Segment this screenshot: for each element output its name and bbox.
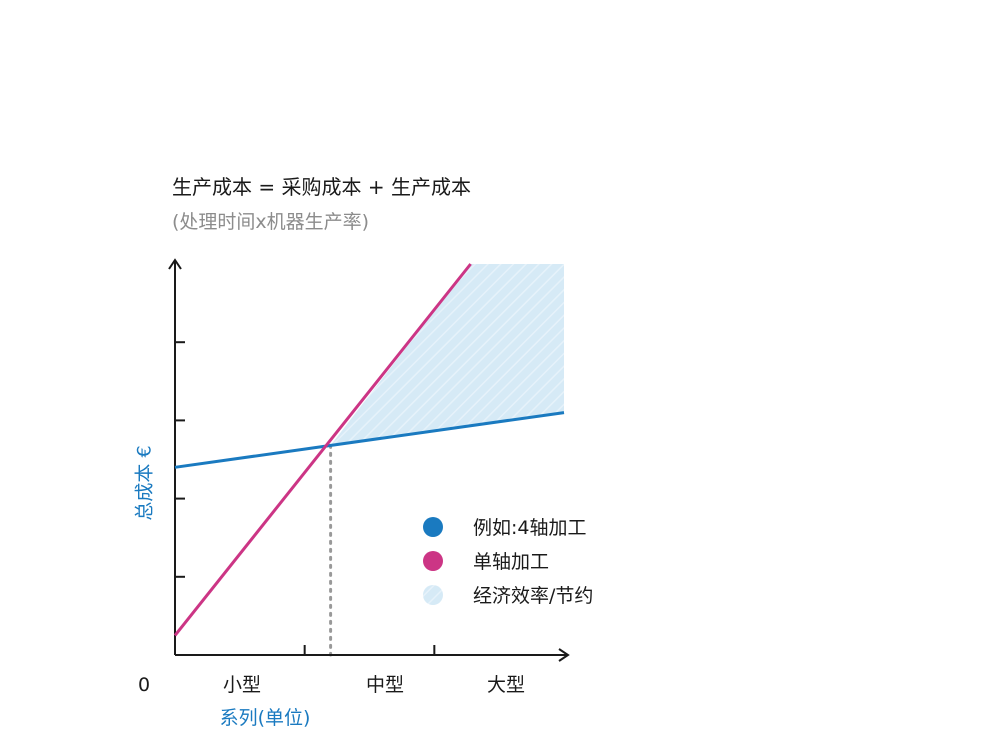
x-axis-title: 系列(单位): [220, 707, 311, 729]
chart-title: 生产成本 = 采购成本 + 生产成本: [172, 175, 471, 199]
plot-area: [168, 258, 570, 662]
legend-marker-1axis: [423, 551, 443, 571]
x-axis-arrow: [558, 648, 570, 662]
legend-label-savings: 经济效率/节约: [473, 585, 593, 607]
legend-label-1axis: 单轴加工: [473, 551, 549, 573]
savings-area: [330, 264, 564, 446]
legend: 例如:4轴加工 单轴加工 经济效率/节约: [423, 517, 593, 607]
x-tick-label-large: 大型: [487, 674, 525, 696]
legend-label-4axis: 例如:4轴加工: [473, 517, 587, 539]
x-tick-label-small: 小型: [223, 674, 261, 696]
legend-marker-savings: [423, 585, 443, 605]
series-line-1axis: [173, 263, 472, 637]
y-axis-arrow: [168, 258, 182, 270]
x-tick-label-medium: 中型: [366, 674, 404, 696]
series-line-4axis: [174, 411, 565, 469]
origin-label: 0: [138, 674, 150, 696]
y-axis-title: 总成本 €: [134, 445, 156, 520]
chart-subtitle: (处理时间x机器生产率): [172, 211, 369, 233]
legend-marker-4axis: [423, 517, 443, 537]
